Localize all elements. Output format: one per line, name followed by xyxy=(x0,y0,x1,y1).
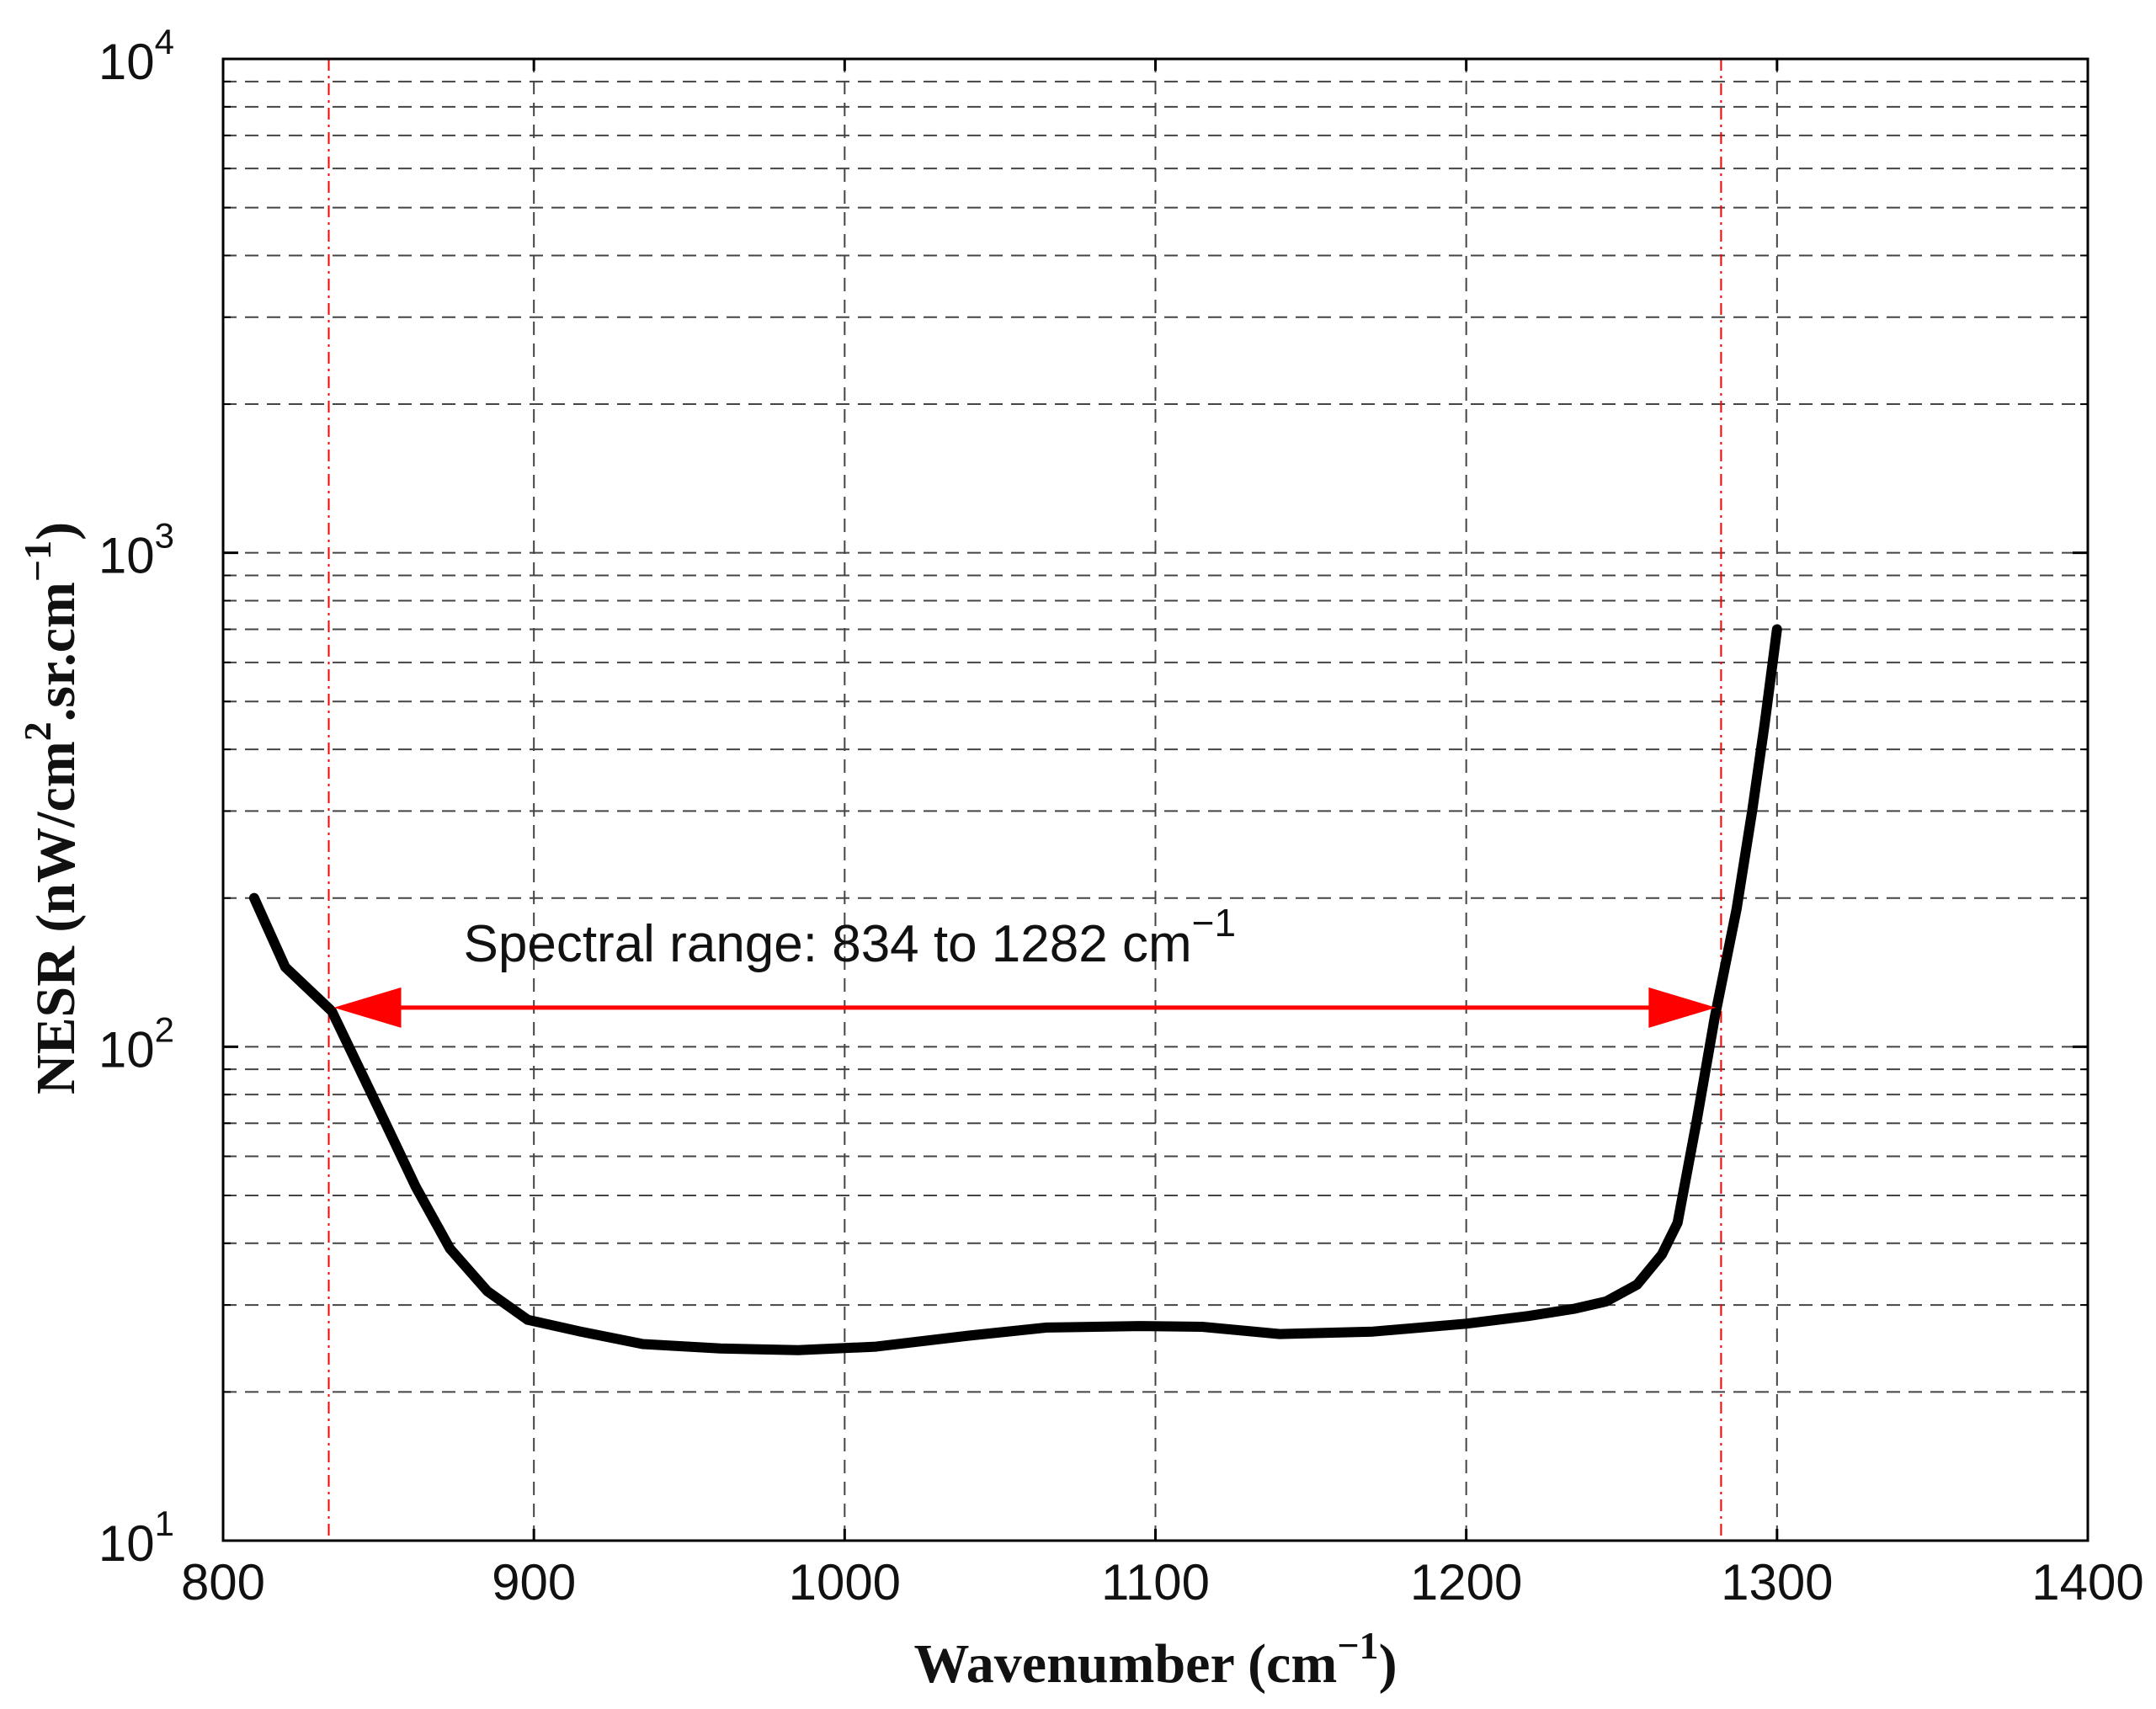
y-tick-label: 103 xyxy=(98,516,174,584)
y-tick-label: 101 xyxy=(98,1504,174,1572)
y-tick-label: 102 xyxy=(98,1009,174,1078)
spectral-range-annotation: Spectral range: 834 to 1282 cm−1 xyxy=(333,901,1717,1028)
y-tick-label: 104 xyxy=(98,22,174,90)
x-axis-ticks: 800 900 1000 1100 1200 1300 1400 xyxy=(181,59,2144,1611)
spectral-range-label: Spectral range: 834 to 1282 cm−1 xyxy=(464,901,1237,973)
x-tick-label: 1000 xyxy=(789,1554,901,1611)
x-tick-label: 900 xyxy=(492,1554,576,1611)
x-tick-label: 800 xyxy=(181,1554,265,1611)
x-tick-label: 1100 xyxy=(1101,1554,1210,1611)
y-axis-title: NESR (nW/cm2.sr.cm−1) xyxy=(16,522,87,1094)
y-axis-ticks: 101 102 103 104 xyxy=(98,22,2088,1572)
spectral-range-lines xyxy=(327,59,1722,1541)
x-tick-label: 1300 xyxy=(1721,1554,1833,1611)
x-tick-label: 1200 xyxy=(1410,1554,1522,1611)
grid xyxy=(223,59,2088,1541)
x-axis-title: Wavenumber (cm−1) xyxy=(913,1624,1397,1695)
nesr-series-line xyxy=(248,624,1782,1355)
arrow-head-right xyxy=(1648,987,1717,1028)
series-layer xyxy=(248,624,1782,1355)
x-tick-label: 1400 xyxy=(2031,1554,2143,1611)
arrow-head-left xyxy=(333,987,402,1028)
